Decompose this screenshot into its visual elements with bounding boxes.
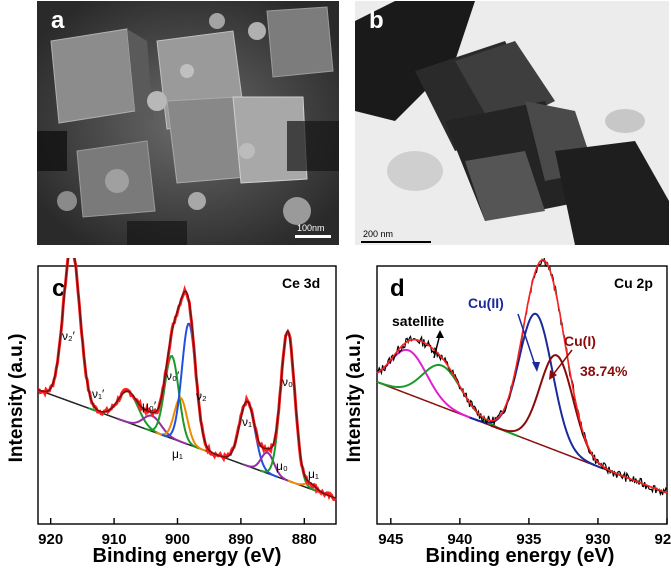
cu2p-xps-chart: d Cu 2p Intensity (a.u.) Binding energy …: [344, 258, 671, 567]
peak-label-u1b: μ₁: [308, 467, 319, 481]
peak-label-v1p: ν₁′: [92, 387, 105, 401]
peak-label-v2: ν₂: [196, 389, 207, 403]
sem-image-panel: a 100nm: [37, 1, 339, 245]
element-label: Cu 2p: [614, 275, 653, 291]
x-axis-label: Binding energy (eV): [426, 545, 615, 567]
peak-label-u0: μ₀: [276, 459, 288, 473]
scale-bar-label: 200 nm: [363, 229, 394, 239]
x-tick-label: 935: [516, 531, 541, 548]
x-tick-label: 910: [102, 531, 127, 548]
y-axis-label: Intensity (a.u.): [6, 334, 27, 463]
satellite-label: satellite: [392, 313, 444, 329]
peak-label-v2p: ν₂′: [62, 329, 76, 343]
peak-label-v1: ν₁: [242, 415, 252, 429]
cu2-arrow-head: [532, 362, 540, 372]
x-tick-label: 940: [447, 531, 472, 548]
cu2-arrow: [517, 313, 537, 369]
cu1-label: Cu(I): [564, 333, 596, 349]
cu1-arrow: [551, 349, 573, 377]
scale-bar: [361, 241, 431, 243]
fitted-envelope: [37, 258, 337, 499]
sem-micrograph: [37, 1, 339, 245]
panel-letter-c: c: [52, 275, 65, 302]
x-tick-label: 900: [165, 531, 190, 548]
scale-bar: [295, 235, 331, 238]
component-peak: [242, 451, 293, 484]
x-tick-label: 925: [654, 531, 671, 548]
component-peak: [155, 396, 206, 452]
x-tick-label: 920: [38, 531, 63, 548]
scale-bar-label: 100nm: [297, 223, 325, 233]
element-label: Ce 3d: [282, 275, 320, 291]
y-axis-label: Intensity (a.u.): [344, 334, 365, 463]
cu1-percent: 38.74%: [580, 363, 628, 379]
peak-label-u0p: μ₀′: [142, 399, 157, 413]
panel-letter-d: d: [390, 275, 405, 302]
panel-letter-b: b: [369, 7, 384, 34]
plot-frame: [376, 265, 668, 525]
x-axis-label: Binding energy (eV): [93, 545, 282, 567]
fitted-envelope: [376, 258, 668, 494]
peak-label-v0: ν₀: [282, 375, 293, 389]
peak-label-u1: μ₁: [172, 447, 183, 461]
peak-label-v0p: ν₀′: [166, 369, 180, 383]
cu1-arrow-head: [549, 370, 557, 380]
plot-frame: [37, 265, 337, 525]
cu2-label: Cu(II): [468, 295, 504, 311]
ce3d-xps-chart: c Ce 3d Intensity (a.u.) Binding energy …: [6, 258, 337, 567]
x-tick-label: 930: [585, 531, 610, 548]
x-tick-label: 945: [378, 531, 403, 548]
satellite-arrow-head: [436, 330, 444, 338]
tem-micrograph: [355, 1, 669, 245]
x-tick-label: 890: [228, 531, 253, 548]
panel-letter-a: a: [51, 7, 65, 34]
tem-image-panel: b 200 nm: [355, 1, 669, 245]
x-tick-label: 880: [292, 531, 317, 548]
component-peak: [144, 355, 200, 450]
